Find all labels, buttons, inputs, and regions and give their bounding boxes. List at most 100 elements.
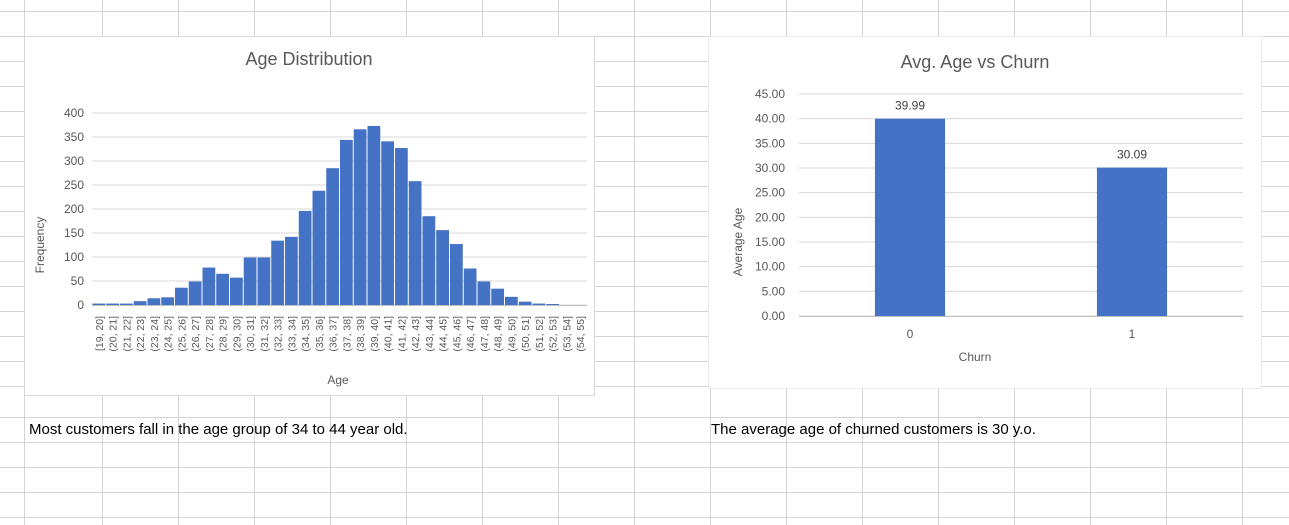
x-tick-label: 0	[907, 327, 914, 341]
y-tick-label: 50	[71, 274, 85, 288]
y-tick-label: 0	[77, 298, 84, 312]
histogram-bar[interactable]	[491, 288, 504, 305]
histogram-bar[interactable]	[257, 257, 271, 305]
age-group-note[interactable]: Most customers fall in the age group of …	[29, 421, 408, 438]
data-label: 30.09	[1117, 148, 1147, 162]
histogram-bar[interactable]	[395, 148, 408, 305]
x-tick-label: (25, 26]	[176, 316, 188, 352]
x-tick-label: (20, 21]	[108, 316, 120, 352]
churn-0-bar[interactable]	[874, 118, 946, 316]
histogram-bar[interactable]	[353, 129, 367, 305]
x-tick-label: (29, 30]	[231, 316, 243, 352]
y-tick-label: 100	[64, 250, 84, 264]
histogram-bar[interactable]	[436, 230, 449, 305]
y-tick-label: 400	[64, 106, 84, 120]
histogram-bar[interactable]	[188, 281, 202, 305]
histogram-bar[interactable]	[546, 304, 559, 305]
y-tick-label: 30.00	[755, 161, 785, 175]
x-tick-label: (48, 49]	[493, 316, 505, 352]
histogram-bar[interactable]	[298, 210, 312, 305]
x-tick-label: (30, 31]	[245, 316, 257, 352]
histogram-bar[interactable]	[340, 139, 353, 305]
age-distribution-svg: Age Distribution Frequency Age 0 50 100 150…	[33, 49, 587, 387]
x-tick-label: (33, 34]	[286, 316, 298, 352]
x-tick-label: (27, 28]	[204, 316, 216, 352]
age-distribution-chart[interactable]: Age Distribution Frequency Age 0 50 100 150…	[24, 36, 595, 396]
histogram-bar[interactable]	[381, 141, 394, 305]
x-tick-label: (23, 24]	[149, 316, 161, 352]
y-tick-label: 15.00	[755, 235, 785, 249]
histogram-bar[interactable]	[92, 303, 106, 305]
x-tick-label: [19, 20]	[94, 316, 106, 351]
x-tick-label: (36, 37]	[328, 316, 340, 352]
data-label: 39.99	[895, 99, 925, 113]
histogram-bar[interactable]	[532, 303, 546, 305]
x-tick-label: (38, 39]	[355, 316, 367, 352]
histogram-bar[interactable]	[408, 181, 422, 305]
y-tick-label: 300	[64, 154, 84, 168]
x-axis-label: Churn	[959, 350, 992, 364]
x-axis-label: Age	[327, 373, 349, 387]
y-axis-label: Frequency	[33, 217, 47, 274]
histogram-bar[interactable]	[367, 125, 381, 306]
avg-age-vs-churn-chart[interactable]: Avg. Age vs Churn Average Age Churn 0.00…	[708, 36, 1262, 389]
histogram-bar[interactable]	[422, 216, 436, 305]
x-tick-label: (40, 41]	[383, 316, 395, 352]
y-tick-label: 25.00	[755, 186, 785, 200]
x-tick-label: (50, 51]	[520, 316, 532, 352]
x-tick-label: (26, 27]	[190, 316, 202, 352]
churn-1-bar[interactable]	[1096, 167, 1168, 316]
histogram-bar[interactable]	[271, 240, 284, 305]
x-tick-label: (45, 46]	[451, 316, 463, 352]
y-tick-label: 350	[64, 130, 84, 144]
x-tick-label: (35, 36]	[314, 316, 326, 352]
x-tick-label: (22, 23]	[135, 316, 147, 352]
y-tick-label: 0.00	[762, 309, 786, 323]
histogram-bar[interactable]	[326, 168, 339, 305]
histogram-bar[interactable]	[450, 244, 463, 305]
x-tick-label: (31, 32]	[259, 316, 271, 352]
y-tick-label: 5.00	[762, 284, 786, 298]
histogram-bar[interactable]	[312, 190, 326, 305]
chart-title: Age Distribution	[245, 49, 372, 69]
histogram-bar[interactable]	[106, 303, 119, 305]
histogram-bar[interactable]	[161, 297, 174, 305]
x-tick-label: (41, 42]	[396, 316, 408, 352]
histogram-bar[interactable]	[175, 287, 188, 305]
histogram-bar[interactable]	[120, 303, 133, 305]
x-tick-label: (54, 55]	[575, 316, 587, 352]
y-tick-label: 150	[64, 226, 84, 240]
x-tick-label: (34, 35]	[300, 316, 312, 352]
x-tick-label: 1	[1129, 327, 1136, 341]
avg-age-churn-svg: Avg. Age vs Churn Average Age Churn 0.00…	[731, 52, 1243, 364]
x-tick-label: (39, 40]	[369, 316, 381, 352]
x-tick-label: (47, 48]	[479, 316, 491, 352]
x-tick-label: (46, 47]	[465, 316, 477, 352]
y-tick-label: 45.00	[755, 87, 785, 101]
histogram-bar[interactable]	[477, 281, 491, 305]
x-tick-label: (49, 50]	[506, 316, 518, 352]
y-tick-label: 40.00	[755, 112, 785, 126]
y-tick-label: 20.00	[755, 210, 785, 224]
histogram-bar[interactable]	[505, 296, 518, 305]
histogram-bar[interactable]	[147, 298, 161, 305]
x-tick-label: (21, 22]	[121, 316, 133, 352]
churn-age-note[interactable]: The average age of churned customers is …	[711, 421, 1036, 438]
histogram-bar[interactable]	[216, 273, 229, 305]
y-tick-label: 35.00	[755, 136, 785, 150]
histogram-bar[interactable]	[133, 301, 147, 305]
y-tick-label: 10.00	[755, 260, 785, 274]
histogram-bar[interactable]	[285, 236, 298, 305]
histogram-bar[interactable]	[518, 301, 532, 305]
histogram-bar[interactable]	[463, 268, 477, 305]
x-tick-label: (53, 54]	[561, 316, 573, 352]
x-tick-label: (32, 33]	[273, 316, 285, 352]
histogram-bar[interactable]	[243, 257, 257, 305]
x-tick-label: (24, 25]	[163, 316, 175, 352]
histogram-bar[interactable]	[202, 267, 216, 305]
y-tick-label: 200	[64, 202, 84, 216]
x-tick-label: (37, 38]	[341, 316, 353, 352]
x-tick-label: (52, 53]	[548, 316, 560, 352]
x-tick-label: (51, 52]	[534, 316, 546, 352]
histogram-bar[interactable]	[230, 277, 243, 305]
